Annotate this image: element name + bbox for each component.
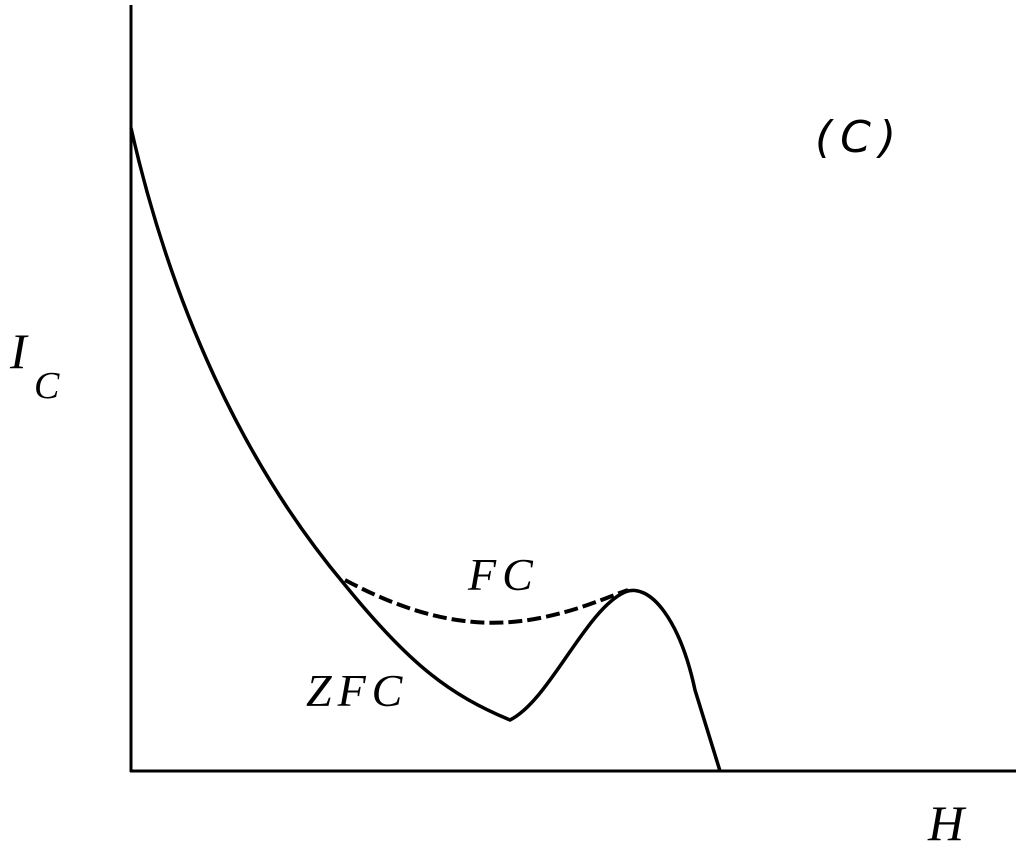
- y-axis-subscript: C: [34, 365, 60, 407]
- fc-label: FC: [467, 549, 539, 600]
- zfc-curve: [129, 127, 722, 772]
- zfc-label: ZFC: [306, 665, 408, 716]
- panel-label: (C): [815, 112, 904, 163]
- x-axis-label: H: [927, 795, 967, 851]
- fc-curve: [344, 578, 629, 625]
- y-axis-label: I: [9, 323, 29, 379]
